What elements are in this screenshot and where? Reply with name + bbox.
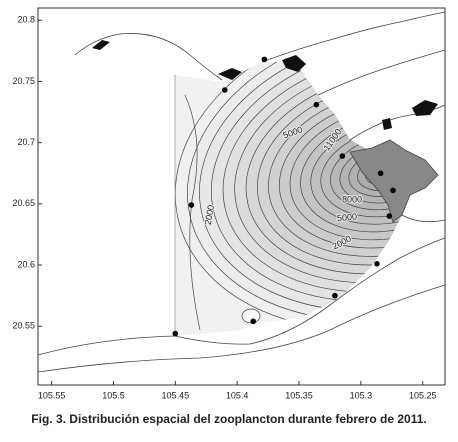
- station: [250, 318, 257, 325]
- station: [221, 87, 228, 93]
- station: [386, 213, 393, 219]
- coastline: [401, 214, 446, 223]
- coastline: [74, 33, 223, 81]
- station: [390, 187, 396, 194]
- station: [374, 261, 380, 267]
- island: [412, 100, 438, 116]
- contour-label: 8000: [342, 194, 362, 204]
- contour-label: 2000: [203, 204, 216, 225]
- x-tick-label: 105.45: [162, 390, 190, 400]
- y-tick-label: 20.8: [17, 15, 35, 25]
- x-tick-label: 105.25: [409, 390, 437, 400]
- x-tick-label: 105.55: [38, 390, 66, 400]
- coastlines: [37, 11, 446, 373]
- x-tick-label: 105.3: [350, 390, 373, 400]
- coastline: [37, 284, 446, 373]
- islands: [92, 40, 438, 130]
- y-tick-label: 20.75: [12, 76, 35, 86]
- station: [261, 56, 268, 63]
- x-tick-label: 105.4: [226, 390, 249, 400]
- contour-label: 5000: [337, 212, 358, 224]
- island: [282, 55, 306, 72]
- coastline: [349, 104, 446, 141]
- estuary: [349, 139, 439, 223]
- station: [188, 202, 195, 208]
- station: [172, 330, 179, 337]
- island: [92, 40, 110, 50]
- y-tick-label: 20.65: [12, 198, 35, 208]
- island: [218, 68, 242, 80]
- coastline: [261, 11, 446, 63]
- y-tick-label: 20.6: [17, 259, 35, 269]
- station: [377, 170, 384, 177]
- station: [313, 101, 320, 108]
- station: [339, 153, 346, 159]
- coastline: [37, 237, 446, 356]
- x-tick-label: 105.35: [285, 390, 313, 400]
- y-tick-label: 20.55: [12, 321, 35, 331]
- station: [332, 292, 338, 299]
- contour-line: [184, 94, 201, 331]
- coastline: [317, 49, 446, 96]
- y-tick-label: 20.7: [17, 137, 35, 147]
- island: [382, 118, 392, 130]
- caption: Fig. 3. Distribución espacial del zoopla…: [31, 412, 426, 426]
- x-tick-label: 105.5: [102, 390, 125, 400]
